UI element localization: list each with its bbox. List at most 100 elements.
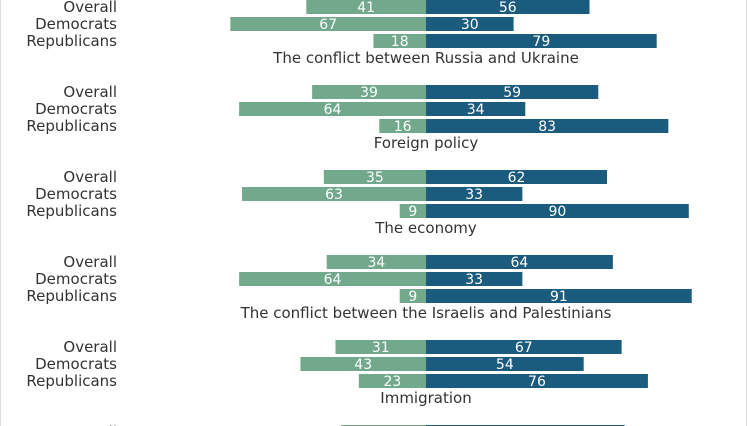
left-bar: [379, 119, 426, 133]
bar-row: Overall 41 56: [63, 0, 590, 16]
row-label: Democrats: [35, 355, 117, 373]
left-bar: [399, 204, 426, 218]
left-bar: [242, 187, 426, 201]
right-bar-value: 34: [467, 102, 485, 118]
right-bar-value: 62: [508, 170, 526, 186]
group-title: The conflict between the Israelis and Pa…: [240, 304, 612, 322]
row-label: Democrats: [35, 185, 117, 203]
bar-row: Overall 35 62: [63, 168, 608, 186]
row-label: Democrats: [35, 270, 117, 288]
bar-group: The conflict between Russia and Ukraine O…: [26, 49, 669, 135]
right-bar-value: 90: [548, 204, 566, 220]
right-bar-value: 56: [499, 0, 517, 16]
right-bar: [426, 0, 590, 14]
row-label: Democrats: [35, 15, 117, 33]
row-label: Overall: [63, 338, 117, 356]
bar-row: Democrats 43 54: [35, 355, 584, 373]
row-label: Republicans: [26, 372, 117, 390]
right-bar-value: 59: [503, 85, 521, 101]
row-label: Overall: [63, 0, 117, 16]
right-bar: [426, 119, 669, 133]
row-label: Overall: [63, 253, 117, 271]
row-label: Republicans: [26, 202, 117, 220]
row-label: Democrats: [35, 100, 117, 118]
right-bar-value: 64: [511, 255, 529, 271]
bar-row: Overall 34 64: [63, 253, 613, 271]
group-title: The economy: [374, 219, 477, 237]
right-bar-value: 83: [538, 119, 556, 135]
left-bar: [300, 357, 426, 371]
bar-row: Republicans 16 83: [26, 117, 669, 135]
left-bar-value: 64: [324, 102, 342, 118]
bar-row: Overall 31 67: [63, 338, 622, 356]
left-bar: [323, 170, 426, 184]
group-title: Foreign policy: [374, 134, 479, 152]
right-bar: [426, 340, 622, 354]
row-label: Republicans: [26, 117, 117, 135]
right-bar-value: 54: [496, 357, 514, 373]
right-bar: [426, 187, 523, 201]
right-bar: [426, 85, 599, 99]
right-bar: [426, 255, 613, 269]
bar-group: Overall 41 56 Democrats 67 30 Republicans 18 79: [26, 0, 657, 50]
bar-row: Overall 39 59: [63, 83, 599, 101]
left-bar-value: 9: [408, 204, 417, 220]
right-bar: [426, 357, 584, 371]
left-bar: [373, 34, 426, 48]
group-title: Immigration: [380, 389, 471, 407]
left-bar-value: 63: [325, 187, 343, 203]
right-bar: [426, 374, 648, 388]
left-bar-value: 31: [372, 340, 390, 356]
bar-row: Democrats 64 33: [35, 270, 523, 288]
left-bar-value: 43: [354, 357, 372, 373]
bar-row: Republicans 9 91: [26, 287, 692, 305]
left-bar: [230, 17, 426, 31]
right-bar-value: 91: [550, 289, 568, 305]
left-bar-value: 18: [391, 34, 409, 50]
bar-row: Democrats 63 33: [35, 185, 523, 203]
right-bar-value: 79: [532, 34, 550, 50]
left-bar: [399, 289, 426, 303]
right-bar-value: 76: [528, 374, 546, 390]
left-bar-value: 35: [366, 170, 384, 186]
left-bar: [312, 85, 426, 99]
right-bar: [426, 34, 657, 48]
right-bar-value: 33: [465, 272, 483, 288]
left-bar-value: 67: [319, 17, 337, 33]
bar-group: The conflict between the Israelis and Pa…: [26, 304, 648, 390]
left-bar: [239, 102, 426, 116]
left-bar: [326, 255, 426, 269]
left-bar-value: 34: [367, 255, 385, 271]
bar-group: ImmigrationOverall2968: [63, 389, 625, 426]
left-bar: [306, 0, 426, 14]
row-label: Republicans: [26, 287, 117, 305]
left-bar-value: 16: [394, 119, 412, 135]
right-bar-value: 33: [465, 187, 483, 203]
right-bar: [426, 102, 526, 116]
left-bar: [239, 272, 426, 286]
right-bar-value: 67: [515, 340, 533, 356]
right-bar: [426, 289, 692, 303]
left-bar: [335, 340, 426, 354]
bar-row: Republicans 18 79: [26, 32, 657, 50]
bar-row: Republicans 23 76: [26, 372, 648, 390]
row-label: Republicans: [26, 32, 117, 50]
left-bar-value: 41: [357, 0, 375, 16]
right-bar: [426, 170, 608, 184]
right-bar-value: 30: [461, 17, 479, 33]
bar-row: Democrats 67 30: [35, 15, 514, 33]
row-label: Overall: [63, 168, 117, 186]
right-bar: [426, 204, 689, 218]
row-label: Overall: [63, 423, 117, 426]
row-label: Overall: [63, 83, 117, 101]
left-bar: [358, 374, 426, 388]
group-title: The conflict between Russia and Ukraine: [272, 49, 579, 67]
bar-row: Republicans 9 90: [26, 202, 689, 220]
right-bar: [426, 272, 523, 286]
left-bar-value: 23: [384, 374, 402, 390]
